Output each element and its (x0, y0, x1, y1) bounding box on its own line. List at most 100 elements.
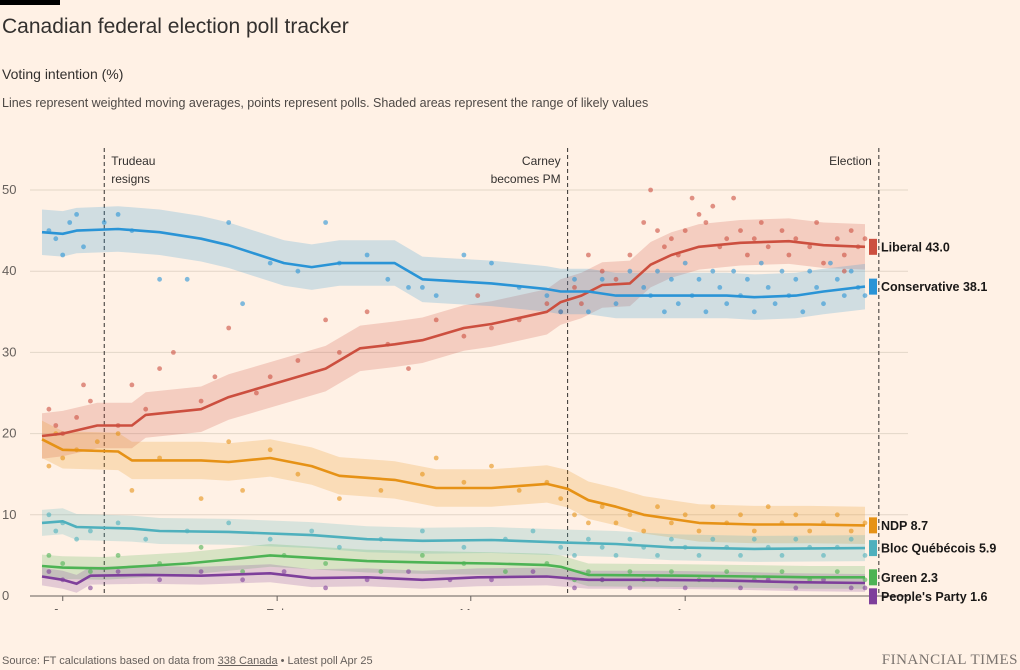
poll-point (814, 285, 819, 290)
poll-point (758, 260, 764, 266)
poll-point (738, 228, 743, 233)
poll-point (793, 536, 799, 542)
top-rule (0, 0, 60, 5)
poll-point (586, 569, 591, 574)
x-tick-label: Apr (675, 606, 696, 610)
poll-point (240, 569, 246, 574)
poll-point (627, 268, 633, 274)
poll-point (115, 431, 121, 436)
annotation-text: Election (829, 154, 872, 168)
poll-point (212, 374, 218, 380)
poll-point (129, 382, 135, 388)
y-tick-label: 0 (2, 588, 9, 603)
poll-point (862, 236, 868, 242)
poll-point (738, 512, 743, 518)
poll-point (267, 447, 273, 453)
series-end-label: Liberal 43.0 (881, 240, 950, 254)
poll-point (226, 439, 232, 445)
poll-point (53, 423, 59, 428)
poll-point (267, 536, 273, 542)
poll-point (433, 293, 439, 298)
poll-point (848, 528, 854, 534)
poll-point (46, 512, 52, 518)
poll-point (572, 276, 577, 282)
avg-line-ndp (41, 438, 866, 527)
poll-point (46, 406, 52, 412)
poll-point (807, 268, 813, 274)
poll-point (572, 512, 577, 518)
poll-point (696, 553, 702, 558)
poll-point (745, 276, 750, 282)
source-link[interactable]: 338 Canada (217, 655, 278, 667)
poll-point (378, 569, 384, 574)
poll-point (841, 293, 847, 298)
poll-point (821, 553, 826, 558)
poll-point (461, 479, 467, 485)
poll-point (662, 309, 667, 315)
poll-point (751, 536, 757, 542)
poll-point (433, 455, 439, 461)
band-bloc-qu-b-cois (42, 508, 865, 562)
poll-point (821, 260, 826, 266)
poll-point (703, 309, 709, 315)
poll-point (101, 220, 107, 225)
poll-point (420, 553, 425, 558)
poll-point (655, 504, 660, 510)
poll-point (862, 553, 868, 558)
poll-point (267, 260, 273, 266)
poll-point (655, 268, 660, 274)
source-suffix: • Latest poll Apr 25 (277, 655, 373, 667)
poll-point (710, 536, 716, 542)
poll-point (129, 488, 135, 493)
poll-point (793, 276, 799, 282)
source-note: Source: FT calculations based on data fr… (2, 655, 373, 667)
annotation-text: Carney (522, 154, 561, 168)
avg-line-green (41, 554, 865, 579)
poll-point (558, 309, 564, 315)
poll-point (710, 203, 716, 209)
poll-point (67, 220, 73, 225)
poll-point (751, 309, 757, 315)
poll-point (558, 544, 564, 550)
band-ndp (42, 420, 865, 544)
poll-point (323, 561, 328, 566)
poll-point (641, 285, 647, 290)
poll-point (751, 528, 757, 534)
poll-point (841, 268, 847, 274)
poll-point (94, 439, 100, 445)
legend-swatch (869, 278, 877, 295)
poll-point (281, 569, 287, 574)
poll-point (267, 374, 273, 380)
poll-point (115, 569, 121, 574)
poll-point (46, 569, 52, 574)
poll-point (793, 236, 799, 242)
poll-point (240, 301, 246, 307)
poll-point (765, 285, 771, 290)
poll-point (461, 252, 467, 258)
ft-brand-logo: FINANCIAL TIMES (881, 652, 1018, 668)
poll-point (198, 569, 204, 574)
poll-point (724, 301, 730, 307)
poll-point (489, 260, 494, 266)
poll-point (627, 536, 633, 542)
poll-point (420, 528, 425, 534)
poll-point (731, 195, 736, 201)
poll-point (364, 309, 370, 315)
poll-point (848, 228, 854, 233)
poll-point (717, 285, 723, 290)
poll-point (503, 569, 508, 574)
poll-point (689, 195, 695, 201)
poll-point (641, 528, 647, 534)
poll-point (627, 585, 633, 591)
poll-point (489, 577, 494, 583)
band-liberal (42, 218, 865, 459)
poll-point (516, 488, 522, 493)
poll-point (613, 276, 619, 282)
poll-point (198, 398, 204, 404)
poll-point (558, 496, 564, 501)
poll-point (46, 553, 52, 558)
poll-point (309, 528, 315, 534)
poll-point (599, 544, 605, 550)
x-tick-label: Jan (52, 606, 73, 610)
poll-point (841, 252, 847, 258)
